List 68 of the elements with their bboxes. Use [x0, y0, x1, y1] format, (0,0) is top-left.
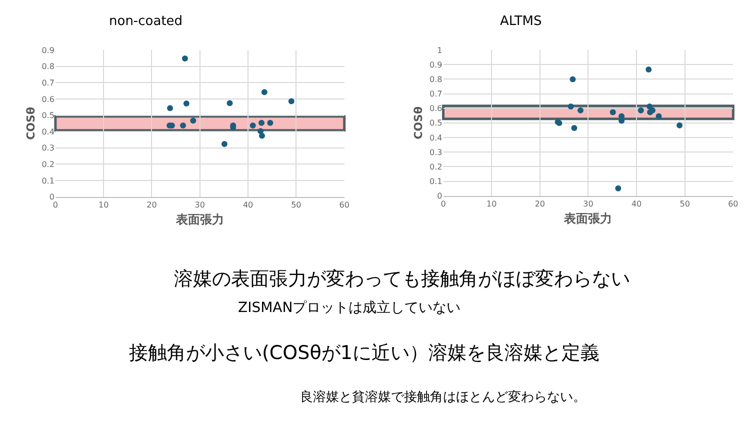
point [226, 100, 233, 106]
y-axis-title: COSθ [24, 106, 38, 140]
x-tick-label: 10 [98, 200, 109, 210]
y-tick-label: 0.4 [430, 133, 442, 142]
y-tick-label: 0.3 [430, 148, 442, 157]
point [250, 122, 256, 129]
point [182, 55, 188, 62]
point [183, 100, 190, 107]
text: 接触角が小さい(COSθが1に近い）溶媒を良溶媒と定義 [129, 342, 600, 364]
point [261, 89, 268, 96]
point [267, 120, 274, 126]
y-tick-label: 0.1 [430, 177, 442, 186]
point [568, 103, 574, 110]
point [258, 128, 264, 134]
y-tick-label: 0.7 [42, 78, 54, 88]
x-tick-label: 50 [291, 200, 302, 210]
x-tick-label: 60 [728, 199, 738, 208]
point [288, 98, 294, 104]
text: ZISMANプロットは成立していない [238, 300, 461, 316]
x-tick-label: 40 [242, 200, 254, 210]
x-axis-title: 表面張力 [174, 212, 224, 226]
y-tick-label: 0.9 [430, 60, 442, 70]
y-tick-label: 1 [437, 46, 442, 55]
x-axis-title: 表面張力 [563, 211, 612, 226]
point [571, 125, 578, 132]
point [258, 120, 265, 126]
x-tick-label: 30 [194, 200, 205, 210]
y-tick-label: 0.4 [42, 127, 54, 136]
point [646, 66, 652, 73]
y-tick-label: 0.6 [42, 94, 54, 104]
y-tick-label: 0.7 [430, 90, 442, 99]
y-tick-label: 0.8 [42, 62, 54, 72]
y-tick-label: 0.1 [42, 176, 54, 186]
x-tick-label: 60 [339, 200, 350, 210]
point [578, 107, 584, 114]
chart-title: ALTMS [500, 14, 542, 29]
point [190, 118, 196, 124]
point [610, 109, 616, 116]
point [676, 122, 683, 128]
point [646, 103, 653, 110]
text: 溶媒の表面張力が変わっても接触角がほぼ変わらない [174, 268, 630, 290]
point [638, 107, 644, 114]
y-tick-label: 0.2 [42, 160, 54, 169]
point [615, 185, 622, 192]
point [221, 140, 228, 147]
y-tick-label: 0.6 [430, 104, 442, 114]
x-tick-label: 10 [486, 199, 497, 208]
chart-title: non-coated [109, 14, 183, 29]
x-tick-label: 20 [534, 199, 545, 208]
y-tick-label: 0.2 [430, 162, 442, 172]
text: 良溶媒と貧溶媒で接触角はほとんど変わらない。 [300, 389, 586, 405]
x-tick-label: 20 [146, 200, 157, 210]
y-tick-label: 0.9 [42, 46, 54, 55]
y-axis-title: COSθ [412, 106, 426, 140]
x-tick-label: 30 [583, 199, 594, 208]
y-tick-label: 0 [49, 192, 54, 202]
y-tick-label: 0 [437, 192, 442, 201]
point [180, 122, 186, 129]
y-tick-label: 0.3 [42, 144, 54, 153]
point [167, 105, 174, 112]
y-tick-label: 0.5 [430, 118, 442, 128]
point [570, 76, 576, 82]
x-tick-label: 40 [631, 199, 642, 208]
y-tick-label: 0.8 [430, 74, 442, 84]
x-tick-label: 50 [680, 199, 690, 208]
point [656, 113, 662, 120]
point [259, 132, 265, 139]
y-tick-label: 0.5 [42, 111, 54, 120]
